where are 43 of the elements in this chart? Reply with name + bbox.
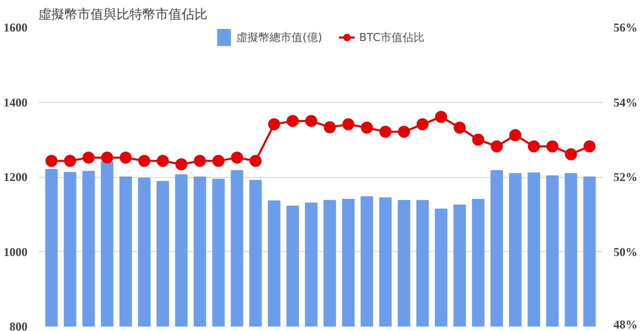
point: [584, 140, 596, 152]
y2-tick-label: 52%: [614, 170, 638, 184]
point: [268, 118, 280, 130]
point: [138, 154, 150, 167]
point: [250, 154, 262, 167]
y2-tick-label: 54%: [614, 95, 638, 110]
point: [490, 140, 503, 152]
point: [342, 118, 354, 130]
point: [286, 114, 299, 127]
y2-tick-label: 56%: [614, 20, 638, 34]
point: [212, 154, 224, 167]
point: [509, 129, 522, 142]
point: [324, 121, 336, 134]
point: [45, 154, 58, 167]
point: [305, 114, 318, 127]
point: [360, 122, 373, 134]
point: [435, 110, 448, 123]
point: [528, 140, 540, 152]
point: [156, 154, 169, 167]
y2-tick-label: 50%: [614, 244, 638, 259]
point: [379, 126, 392, 138]
legend-label: 虛擬幣總市值(億): [236, 30, 322, 44]
point: [82, 152, 95, 164]
point: [101, 152, 114, 164]
y-tick-label: 1000: [4, 244, 28, 259]
point: [564, 148, 577, 160]
point: [175, 158, 188, 170]
y2-tick-label: 48%: [614, 318, 638, 331]
point: [546, 140, 558, 152]
point: [454, 122, 466, 134]
point: [194, 154, 206, 167]
y-tick-label: 1200: [4, 170, 28, 184]
point: [64, 154, 76, 167]
point: [416, 118, 429, 130]
point: [472, 134, 484, 146]
y-tick-label: 1400: [4, 95, 28, 110]
y-tick-label: 800: [10, 320, 28, 331]
point: [231, 152, 244, 164]
y-tick-label: 1600: [4, 20, 28, 34]
chart-title: 虛擬幣市值與比特幣市值佔比: [38, 8, 208, 22]
point: [120, 152, 132, 164]
point: [398, 126, 410, 138]
legend-label: BTC市值佔比: [359, 30, 424, 44]
